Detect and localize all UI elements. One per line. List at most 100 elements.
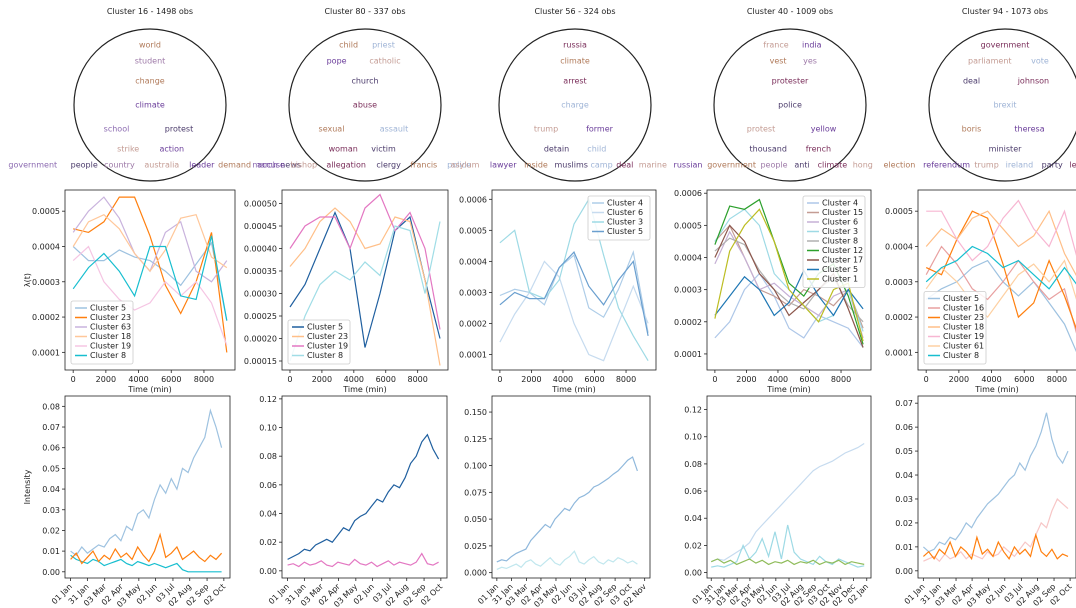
cloud-word: school bbox=[104, 125, 130, 134]
cloud-word: people bbox=[71, 161, 98, 170]
legend-box bbox=[802, 195, 866, 288]
y-tick-label: 0.04 bbox=[259, 510, 277, 519]
legend-label: Cluster 6 bbox=[822, 218, 858, 227]
series-line bbox=[70, 532, 223, 565]
x-tick-label: 8000 bbox=[831, 375, 851, 384]
cloud-word: vest bbox=[770, 57, 787, 66]
cloud-word: party bbox=[1042, 161, 1063, 170]
legend-label: Cluster 3 bbox=[822, 227, 858, 236]
y-tick-label: 0.00040 bbox=[244, 245, 277, 254]
x-tick-label: 4000 bbox=[344, 375, 364, 384]
series-line bbox=[925, 245, 1076, 290]
cloud-word: police bbox=[447, 161, 471, 170]
x-tick-label: 2000 bbox=[736, 375, 756, 384]
cloud-title: Cluster 16 - 1498 obs bbox=[107, 7, 193, 16]
plot-frame bbox=[706, 189, 872, 371]
y-tick-label: 0.0001 bbox=[32, 348, 60, 357]
cloud-word: yellow bbox=[811, 125, 837, 134]
y-tick-label: 0.06 bbox=[684, 487, 702, 496]
y-tick-label: 0.0004 bbox=[885, 242, 913, 251]
cloud-circle bbox=[73, 28, 227, 182]
y-tick-label: 0.02 bbox=[895, 519, 913, 528]
x-tick-label: 0 bbox=[287, 375, 292, 384]
y-tick-label: 0.06 bbox=[895, 423, 913, 432]
y-tick-label: 0.03 bbox=[895, 495, 913, 504]
legend-label: Cluster 8 bbox=[90, 351, 126, 360]
legend-label: Cluster 5 bbox=[943, 294, 979, 303]
y-tick-label: 0.050 bbox=[464, 515, 487, 524]
plot-frame bbox=[917, 189, 1076, 371]
cloud-word: student bbox=[135, 57, 166, 66]
cloud-word: demand bbox=[218, 161, 251, 170]
cloud-word: news bbox=[280, 161, 301, 170]
legend-label: Cluster 8 bbox=[943, 351, 979, 360]
word-cloud: Cluster 16 - 1498 obs climate change school… bbox=[8, 7, 301, 182]
lambda-chart: 0.00015 0.00020 0.00025 0.00030 0.00035 0.000… bbox=[244, 189, 449, 394]
legend-label: Cluster 18 bbox=[90, 332, 131, 341]
cloud-word: arrest bbox=[563, 77, 586, 86]
cloud-word: french bbox=[806, 145, 831, 154]
series-line bbox=[711, 524, 865, 568]
cloud-word: church bbox=[351, 77, 378, 86]
cloud-word: accuse bbox=[257, 161, 285, 170]
legend-label: Cluster 6 bbox=[607, 208, 643, 217]
cloud-word: trump bbox=[534, 125, 558, 134]
y-tick-label: 0.08 bbox=[259, 452, 277, 461]
legend-box bbox=[587, 195, 651, 241]
x-tick-label: 4000 bbox=[768, 375, 788, 384]
y-axis-label: λ(t) bbox=[23, 273, 32, 287]
x-tick-label: 8000 bbox=[616, 375, 636, 384]
cloud-word: trump bbox=[974, 161, 998, 170]
y-tick-label: 0.00030 bbox=[244, 290, 277, 299]
y-tick-label: 0.00035 bbox=[244, 267, 277, 276]
x-tick-label: 6000 bbox=[799, 375, 819, 384]
series-line bbox=[499, 197, 649, 362]
legend-label: Cluster 8 bbox=[307, 351, 343, 360]
series-line bbox=[925, 245, 1076, 334]
series-line bbox=[70, 554, 222, 573]
word-cloud: Cluster 56 - 324 obs charge arrest trump for… bbox=[451, 7, 702, 182]
y-tick-label: 0.04 bbox=[684, 514, 702, 523]
legend-label: Cluster 61 bbox=[943, 342, 984, 351]
cloud-word: bishop bbox=[291, 161, 318, 170]
cloud-word: march bbox=[252, 161, 277, 170]
legend-label: Cluster 23 bbox=[943, 313, 984, 322]
y-tick-label: 0.150 bbox=[464, 408, 487, 417]
x-axis-label: Time (min) bbox=[342, 385, 386, 394]
cloud-word: sexual bbox=[319, 125, 345, 134]
series-line bbox=[289, 193, 441, 330]
cloud-word: francis bbox=[410, 161, 437, 170]
y-tick-label: 0.000 bbox=[464, 569, 487, 578]
x-tick-label: 4000 bbox=[128, 375, 148, 384]
y-tick-label: 0.0005 bbox=[32, 207, 60, 216]
x-tick-label: 2000 bbox=[96, 375, 116, 384]
y-tick-label: 0.0003 bbox=[674, 286, 702, 295]
series-line bbox=[714, 230, 864, 339]
cloud-word: inside bbox=[524, 161, 548, 170]
legend-label: Cluster 3 bbox=[607, 218, 643, 227]
plot-frame bbox=[706, 395, 872, 579]
lambda-chart: 0.0001 0.0002 0.0003 0.0004 0.0005 0 2000 4000 6… bbox=[885, 189, 1076, 394]
x-tick-label: 6000 bbox=[376, 375, 396, 384]
series-line bbox=[287, 552, 439, 568]
cloud-word: referendum bbox=[923, 161, 970, 170]
series-line bbox=[925, 259, 1076, 319]
y-tick-label: 0.01 bbox=[42, 547, 60, 556]
series-line bbox=[922, 412, 1069, 553]
y-tick-label: 0.00 bbox=[684, 569, 702, 578]
cloud-word: people bbox=[760, 161, 787, 170]
series-line bbox=[714, 224, 864, 329]
y-tick-label: 0.0002 bbox=[674, 318, 702, 327]
y-tick-label: 0.01 bbox=[895, 543, 913, 552]
legend-label: Cluster 19 bbox=[307, 342, 348, 351]
y-tick-label: 0.08 bbox=[42, 402, 60, 411]
lambda-chart: 0.0001 0.0002 0.0003 0.0004 0.0005 0 2000 4000 6… bbox=[23, 189, 236, 394]
x-tick-label: 0 bbox=[712, 375, 717, 384]
y-tick-label: 0.0005 bbox=[459, 226, 487, 235]
series-line bbox=[72, 235, 228, 321]
